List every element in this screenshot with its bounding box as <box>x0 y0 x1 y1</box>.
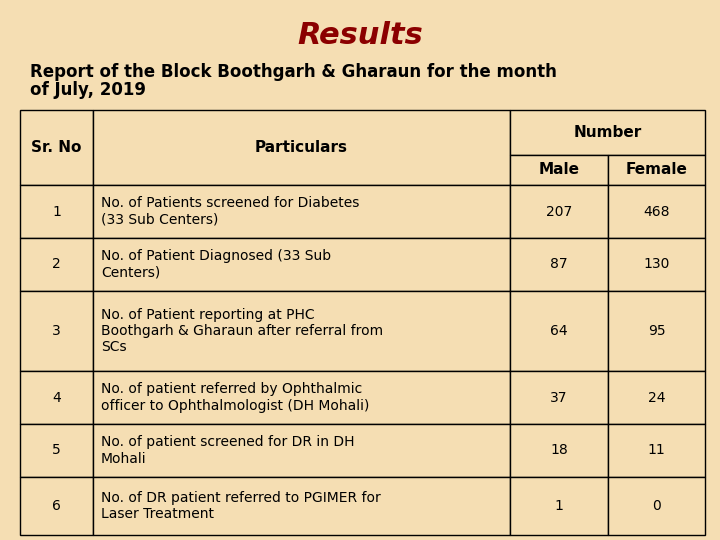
Text: Male: Male <box>539 163 580 178</box>
Bar <box>20 477 93 535</box>
Bar <box>93 238 510 291</box>
Bar <box>93 424 510 477</box>
Bar <box>20 371 93 424</box>
Bar <box>510 155 608 185</box>
Bar <box>93 477 510 535</box>
Text: Number: Number <box>573 125 642 140</box>
Text: 2: 2 <box>52 258 61 272</box>
Text: 11: 11 <box>647 443 665 457</box>
Bar <box>510 371 608 424</box>
Bar <box>20 291 93 371</box>
Text: 1: 1 <box>554 499 564 513</box>
Bar <box>510 238 608 291</box>
Text: No. of patient screened for DR in DH
Mohali: No. of patient screened for DR in DH Moh… <box>101 435 354 465</box>
Bar <box>608 477 705 535</box>
Bar <box>608 371 705 424</box>
Bar <box>510 185 608 238</box>
Text: 130: 130 <box>643 258 670 272</box>
Bar <box>608 155 705 185</box>
Text: 87: 87 <box>550 258 568 272</box>
Text: No. of patient referred by Ophthalmic
officer to Ophthalmologist (DH Mohali): No. of patient referred by Ophthalmic of… <box>101 382 369 413</box>
Bar <box>20 110 93 185</box>
Text: 3: 3 <box>52 324 61 338</box>
Text: Sr. No: Sr. No <box>31 140 81 155</box>
Bar <box>93 371 510 424</box>
Text: Report of the Block Boothgarh & Gharaun for the month: Report of the Block Boothgarh & Gharaun … <box>30 63 557 81</box>
Text: No. of DR patient referred to PGIMER for
Laser Treatment: No. of DR patient referred to PGIMER for… <box>101 491 381 521</box>
Text: 0: 0 <box>652 499 661 513</box>
Bar <box>93 291 510 371</box>
Text: Female: Female <box>626 163 688 178</box>
Text: 5: 5 <box>52 443 61 457</box>
Bar <box>608 238 705 291</box>
Text: 24: 24 <box>648 390 665 404</box>
Text: 64: 64 <box>550 324 568 338</box>
Text: Particulars: Particulars <box>255 140 348 155</box>
Text: 207: 207 <box>546 205 572 219</box>
Text: 4: 4 <box>52 390 61 404</box>
Text: No. of Patient Diagnosed (33 Sub
Centers): No. of Patient Diagnosed (33 Sub Centers… <box>101 249 331 280</box>
Text: of July, 2019: of July, 2019 <box>30 81 146 99</box>
Bar <box>20 238 93 291</box>
Text: 468: 468 <box>643 205 670 219</box>
Text: 1: 1 <box>52 205 61 219</box>
Bar <box>510 110 705 155</box>
Bar <box>93 110 510 185</box>
Text: 6: 6 <box>52 499 61 513</box>
Bar <box>20 424 93 477</box>
Text: 95: 95 <box>648 324 665 338</box>
Text: No. of Patient reporting at PHC
Boothgarh & Gharaun after referral from
SCs: No. of Patient reporting at PHC Boothgar… <box>101 308 383 354</box>
Bar <box>608 185 705 238</box>
Text: 37: 37 <box>550 390 568 404</box>
Bar <box>93 185 510 238</box>
Bar <box>608 424 705 477</box>
Bar <box>510 477 608 535</box>
Bar <box>510 291 608 371</box>
Text: No. of Patients screened for Diabetes
(33 Sub Centers): No. of Patients screened for Diabetes (3… <box>101 197 359 227</box>
Text: 18: 18 <box>550 443 568 457</box>
Bar <box>510 424 608 477</box>
Text: Results: Results <box>297 21 423 50</box>
Bar <box>20 185 93 238</box>
Bar <box>608 291 705 371</box>
